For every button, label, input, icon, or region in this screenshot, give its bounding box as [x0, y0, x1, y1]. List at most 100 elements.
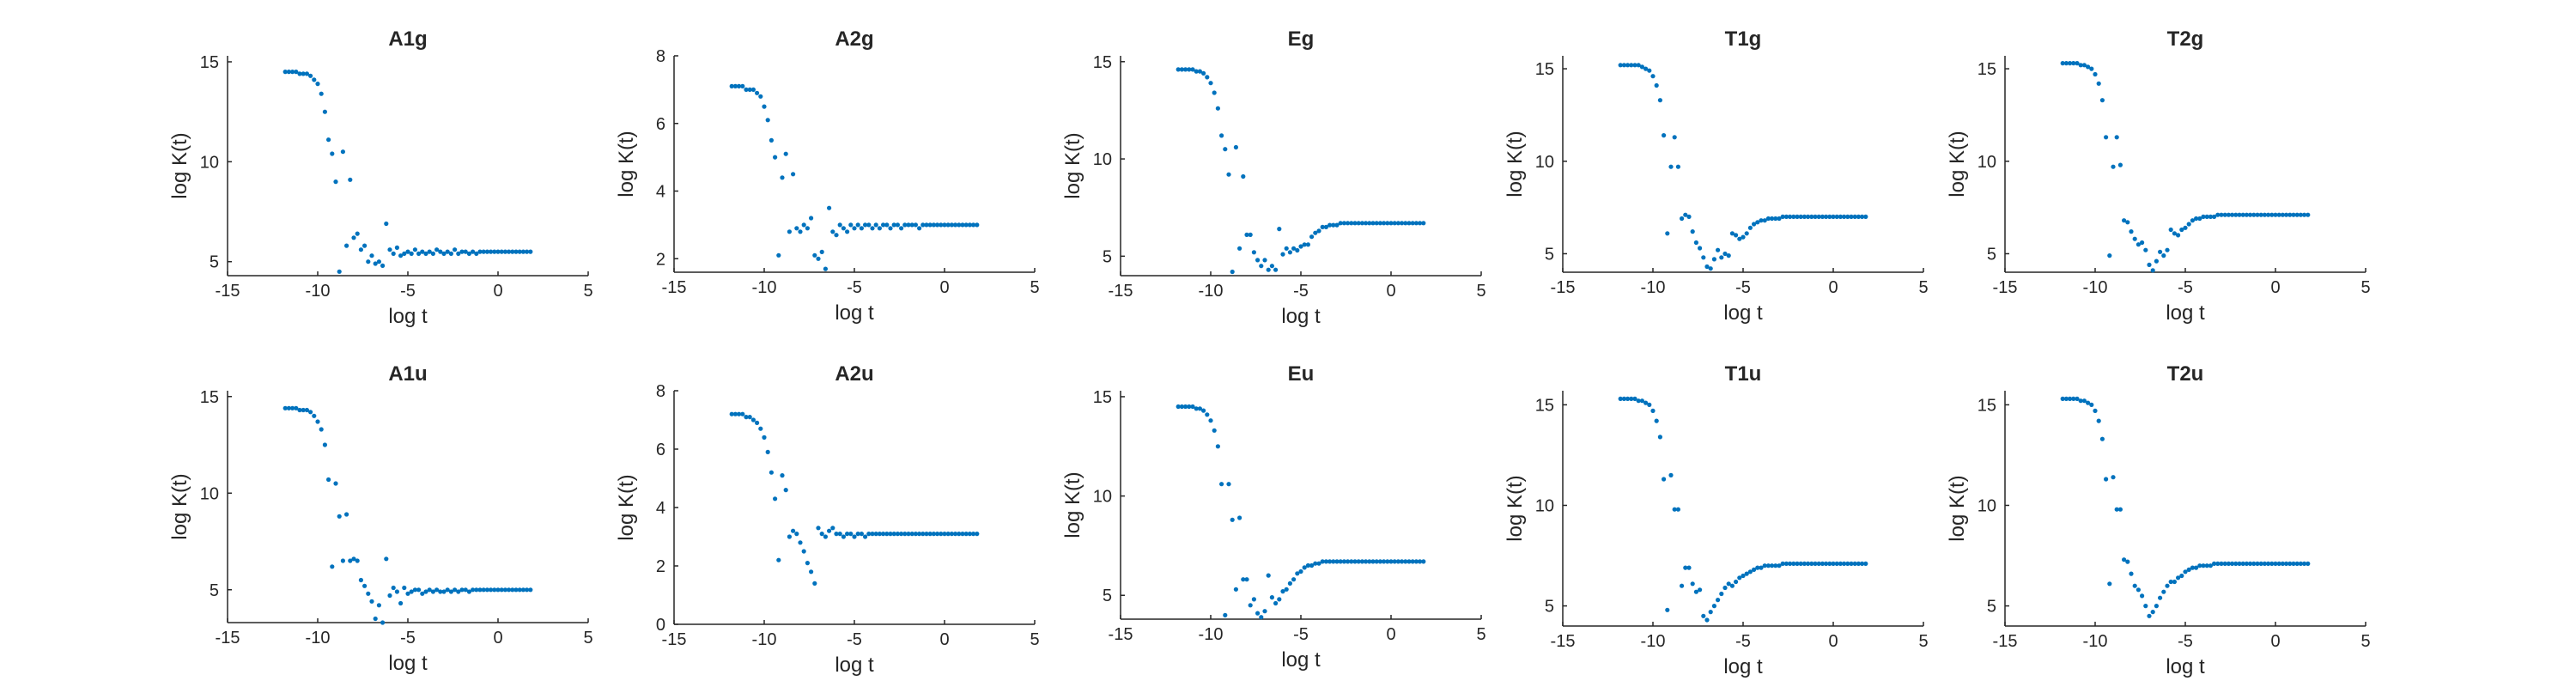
data-point — [1403, 559, 1408, 564]
data-point — [1672, 507, 1677, 512]
data-point — [1266, 573, 1271, 578]
data-point — [1352, 559, 1358, 564]
data-point — [1280, 252, 1285, 257]
data-point — [1406, 559, 1412, 564]
data-point — [841, 534, 847, 539]
data-point — [1295, 247, 1300, 253]
data-point — [2086, 64, 2091, 70]
data-point — [398, 253, 404, 258]
data-point — [1665, 231, 1670, 236]
data-point — [1842, 561, 1847, 567]
data-point — [1313, 561, 1318, 566]
data-point — [1755, 565, 1760, 570]
data-point — [312, 413, 317, 418]
data-point — [1726, 253, 1731, 258]
x-tick-label: -15 — [216, 282, 240, 301]
x-tick-label: 0 — [939, 278, 949, 297]
chart-title: T2g — [2167, 27, 2204, 51]
data-point — [873, 532, 878, 537]
data-point — [830, 229, 835, 234]
data-point — [1356, 221, 1361, 226]
data-point — [474, 251, 479, 256]
data-point — [513, 587, 519, 593]
data-point — [2298, 561, 2303, 567]
data-point — [423, 589, 428, 594]
data-point — [2269, 212, 2275, 217]
data-point — [2176, 233, 2181, 238]
data-point — [895, 532, 900, 537]
data-point — [1711, 604, 1716, 609]
data-point — [841, 226, 847, 231]
data-point — [2258, 212, 2263, 217]
subplot-eu: Eu -15 -10 -5 0 5 5 10 15 log t log K(t) — [1061, 362, 1486, 672]
data-point — [1765, 563, 1771, 568]
data-point — [758, 94, 763, 99]
data-point — [1762, 563, 1767, 568]
data-point — [333, 481, 338, 486]
data-point — [1251, 597, 1256, 602]
data-point — [762, 104, 767, 109]
data-point — [949, 532, 954, 537]
data-point — [1374, 221, 1379, 226]
data-point — [286, 405, 291, 410]
data-point — [2244, 212, 2249, 217]
x-axis-label: log t — [835, 301, 874, 325]
data-point — [765, 449, 770, 455]
data-point — [1237, 246, 1242, 251]
data-point — [837, 532, 842, 537]
data-point — [290, 70, 295, 75]
data-point — [1176, 67, 1181, 72]
data-point — [304, 407, 309, 413]
data-point — [1765, 216, 1771, 222]
data-point — [520, 587, 526, 593]
data-point — [326, 477, 331, 483]
chart-title: T1g — [1725, 27, 1762, 51]
x-tick-label: -5 — [400, 282, 416, 301]
data-point — [502, 587, 508, 593]
data-point — [499, 249, 504, 254]
data-point — [1827, 214, 1832, 219]
data-point — [765, 118, 770, 123]
data-point — [1824, 561, 1829, 567]
data-point — [852, 226, 857, 231]
chart-title: A1u — [388, 362, 427, 386]
data-point — [798, 229, 803, 234]
chart-title: T2u — [2167, 362, 2204, 386]
data-point — [1421, 221, 1426, 226]
data-point — [2222, 212, 2227, 217]
data-point — [1190, 404, 1195, 410]
data-point — [394, 589, 399, 594]
subplot-t2u: T2u -15 -10 -5 0 5 5 10 15 log t log K(t) — [1946, 362, 2371, 678]
data-point — [1262, 609, 1267, 614]
data-point — [387, 593, 392, 599]
data-point — [2176, 575, 2181, 581]
data-point — [1277, 227, 1282, 232]
data-point — [2165, 247, 2170, 252]
data-point — [463, 587, 468, 593]
data-point — [1273, 267, 1279, 272]
data-point — [755, 90, 760, 95]
data-point — [1205, 412, 1210, 417]
data-point — [873, 222, 878, 228]
data-point — [2212, 214, 2217, 219]
x-axis-label: log t — [2166, 655, 2205, 678]
data-point — [1212, 428, 1217, 433]
data-point — [906, 222, 911, 228]
data-point — [902, 532, 908, 537]
data-point — [816, 256, 821, 261]
subplot-t1u: T1u -15 -10 -5 0 5 5 10 15 log t log K(t) — [1504, 362, 1929, 678]
data-point — [2306, 561, 2311, 567]
data-point — [927, 532, 933, 537]
data-point — [2266, 561, 2271, 567]
data-point — [2226, 212, 2231, 217]
data-point — [315, 419, 320, 424]
y-tick-label: 10 — [1093, 488, 1112, 507]
data-point — [2168, 579, 2173, 585]
y-tick-label: 15 — [1535, 60, 1554, 79]
data-point — [351, 235, 356, 240]
data-point — [1759, 565, 1764, 570]
data-point — [1629, 63, 1634, 68]
data-point — [376, 259, 381, 264]
data-point — [1716, 247, 1721, 252]
data-point — [384, 221, 389, 227]
